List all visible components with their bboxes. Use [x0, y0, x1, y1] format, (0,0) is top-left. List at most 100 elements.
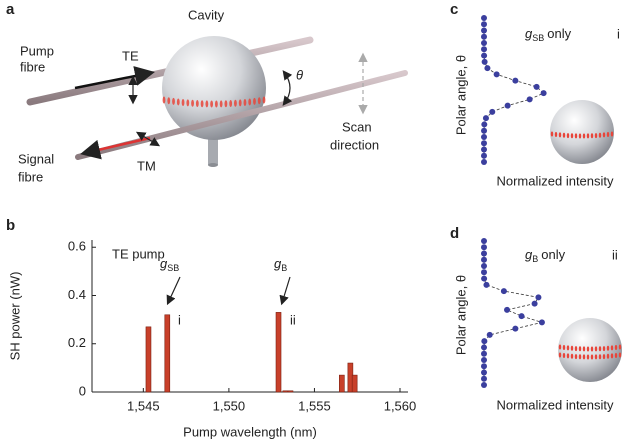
profile-dot [512, 77, 519, 84]
profile-dot [481, 127, 488, 134]
profile-dot [481, 369, 487, 376]
profile-dot [481, 27, 487, 34]
profile-dot [481, 275, 488, 282]
bar [351, 374, 358, 393]
profile-dot [504, 306, 511, 313]
inset-dot [578, 346, 582, 352]
profile-dot [540, 90, 547, 97]
x-tick-label: 1,555 [298, 398, 331, 413]
profile-dot [481, 46, 488, 53]
inset-dot [582, 346, 586, 352]
profile-dot [481, 15, 487, 21]
profile-dot [481, 338, 488, 345]
callout-symbol: g [160, 256, 168, 271]
inset-dot [570, 133, 574, 139]
mode-dot [210, 100, 214, 108]
profile-dot [493, 71, 500, 78]
y-tick-label: 0.6 [68, 239, 86, 254]
bar [282, 390, 289, 393]
pump-label: fibre [20, 59, 45, 74]
x-tick-label: 1,545 [127, 398, 160, 413]
y-tick-label: 0.4 [68, 287, 86, 302]
pump-label: TE pump [112, 246, 165, 261]
panel-label: d [450, 225, 459, 242]
mode-suffix: only [541, 247, 565, 262]
mode-dot [214, 100, 218, 108]
inset-dot [598, 132, 602, 138]
inset-dot [582, 133, 586, 139]
bar [275, 312, 282, 393]
mode-subscript: SB [532, 33, 544, 43]
inset-dot [614, 344, 618, 350]
mode-dot [243, 98, 247, 106]
profile-dot [481, 52, 488, 59]
profile-dot [486, 331, 493, 338]
panel-label: c [450, 1, 458, 18]
callout-arrow [279, 276, 291, 306]
bar [164, 314, 171, 393]
profile-dot [538, 319, 545, 326]
inset-dot [558, 132, 562, 138]
panel-d: d gB only ii Polar angle, θ Normalized in… [450, 225, 622, 412]
inset-dot [574, 133, 578, 139]
inset-dot [586, 346, 590, 352]
inset-cavity [550, 100, 614, 164]
inset-dot [570, 345, 574, 351]
callout-symbol: g [274, 256, 282, 271]
mode-dot [262, 96, 266, 104]
profile-dot [481, 250, 487, 257]
profile-dot [535, 294, 542, 301]
mode-dot [248, 98, 252, 106]
inset-dot [602, 354, 606, 360]
mode-dot [257, 97, 261, 105]
inset-dot [590, 133, 594, 139]
mode-dot [167, 97, 171, 105]
profile-dot [481, 375, 487, 382]
profile-dot [481, 152, 487, 159]
inset-dot [594, 133, 598, 139]
profile-dot [481, 159, 487, 165]
profile-dot [500, 288, 507, 295]
panel-label: b [6, 217, 15, 234]
inset-dot [606, 131, 610, 137]
inset-dot [574, 354, 578, 360]
profile-dot [512, 325, 519, 332]
inset-dot [562, 352, 566, 358]
scan-label: direction [330, 137, 379, 152]
te-label: TE [122, 48, 139, 63]
profile-dot [481, 21, 487, 28]
inset-dot [582, 354, 586, 360]
profile-dot [484, 65, 491, 72]
inset-dot [574, 346, 578, 352]
profile-dot [481, 269, 488, 276]
inset-dot [562, 344, 566, 350]
mode-label: gB only [525, 247, 566, 264]
inset-dot [578, 354, 582, 360]
mode-dot [186, 99, 190, 107]
inset-dot [606, 353, 610, 359]
mode-band [162, 96, 266, 108]
mode-dot [162, 96, 166, 104]
inset-dot [618, 352, 622, 358]
inset-dot [610, 353, 614, 359]
callout-subscript: SB [167, 263, 179, 273]
profile-dot [531, 300, 538, 307]
profile-dot [481, 121, 488, 128]
scan-label: Scan [342, 119, 372, 134]
stem-base [208, 163, 218, 167]
y-tick-label: 0 [79, 383, 86, 398]
inset-dot [586, 354, 590, 360]
inset-dot [570, 353, 574, 359]
profile-dot [483, 281, 490, 288]
y-axis-label: Polar angle, θ [453, 275, 468, 355]
inset-dot [566, 133, 570, 139]
tm-arrow [135, 131, 161, 147]
mode-dot [191, 99, 194, 107]
callout: gB [274, 256, 287, 273]
inset-dot [594, 346, 598, 352]
inset-dot [594, 354, 598, 360]
mode-dot [181, 98, 185, 106]
mode-dot [176, 98, 180, 106]
profile-dot [481, 133, 488, 140]
panel-a: a Cavity Pump fibre TE θ TM Signal fibre… [6, 1, 408, 184]
